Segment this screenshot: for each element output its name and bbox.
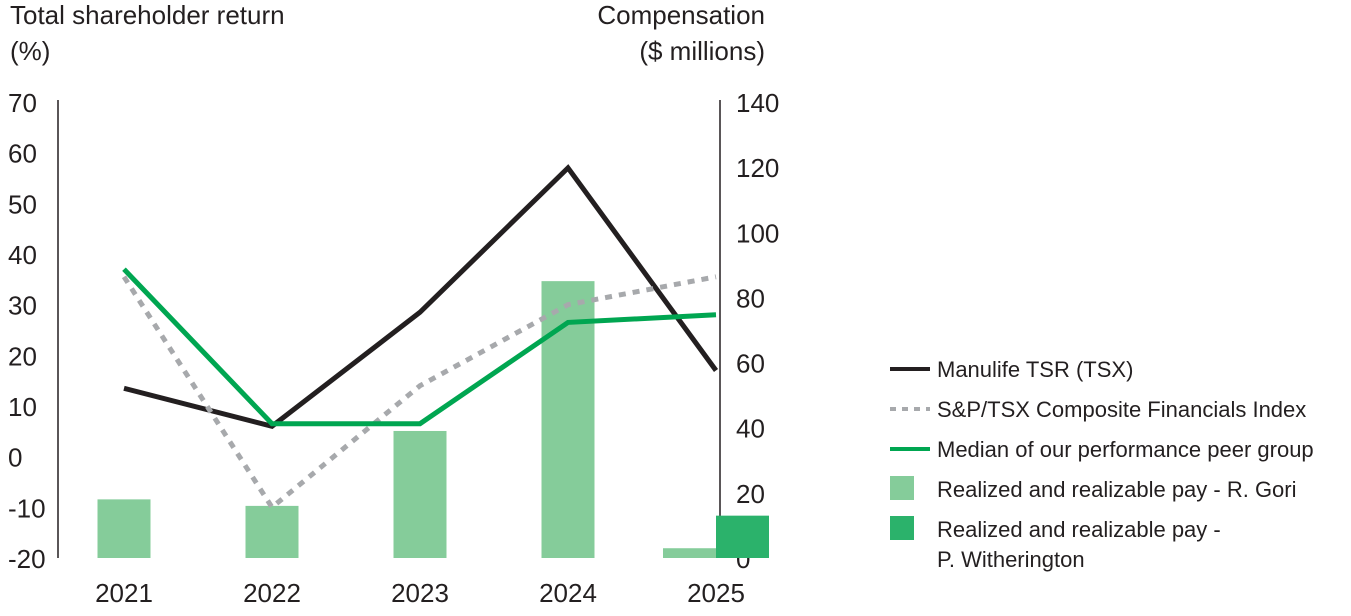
left-tick-label: 10 <box>8 392 37 422</box>
left-tick-label: 70 <box>8 88 37 118</box>
line-manulife-tsr <box>123 164 719 429</box>
bar-gori-2022 <box>245 505 299 558</box>
x-axis-ticks: 2021 2022 2023 2024 2025 <box>95 578 745 608</box>
x-tick-label: 2023 <box>391 578 449 608</box>
legend-swatch-witherington <box>890 516 914 540</box>
left-axis-title-line1: Total shareholder return <box>10 0 285 30</box>
x-tick-label: 2025 <box>687 578 745 608</box>
x-tick-label: 2024 <box>539 578 597 608</box>
left-axis-title-line2: (%) <box>10 36 50 66</box>
legend-label-sp-tsx-financials: S&P/TSX Composite Financials Index <box>937 397 1306 422</box>
line-peer-median <box>122 267 717 427</box>
right-tick-label: 60 <box>736 349 765 379</box>
right-tick-label: 20 <box>736 479 765 509</box>
bar-witherington-2025 <box>716 515 769 558</box>
legend-swatch-gori <box>890 476 914 500</box>
left-tick-label: -10 <box>8 493 46 523</box>
bars-layer <box>97 281 769 558</box>
legend-label-witherington-line1: Realized and realizable pay - <box>937 517 1221 542</box>
right-axis-title-line1: Compensation <box>597 0 765 30</box>
left-tick-label: 20 <box>8 341 37 371</box>
left-tick-label: 50 <box>8 189 37 219</box>
right-tick-label: 140 <box>736 88 779 118</box>
legend-label-gori: Realized and realizable pay - R. Gori <box>937 477 1297 502</box>
right-tick-label: 100 <box>736 218 779 248</box>
legend-label-peer-median: Median of our performance peer group <box>937 437 1314 462</box>
right-tick-label: 120 <box>736 153 779 183</box>
left-tick-label: -20 <box>8 544 46 574</box>
x-tick-label: 2021 <box>95 578 153 608</box>
left-tick-label: 30 <box>8 291 37 321</box>
bar-gori-2024 <box>541 281 595 558</box>
x-tick-label: 2022 <box>243 578 301 608</box>
left-tick-label: 40 <box>8 240 37 270</box>
right-tick-label: 80 <box>736 283 765 313</box>
right-axis-title-line2: ($ millions) <box>639 36 765 66</box>
left-axis-ticks: 70 60 50 40 30 20 10 0 -10 -20 <box>8 88 46 574</box>
bar-gori-2025 <box>663 548 716 558</box>
legend-label-manulife-tsr: Manulife TSR (TSX) <box>937 357 1133 382</box>
right-tick-label: 40 <box>736 414 765 444</box>
left-tick-label: 60 <box>8 139 37 169</box>
line-sp-tsx-financials <box>121 274 717 512</box>
left-tick-label: 0 <box>8 443 22 473</box>
legend-label-witherington-line2: P. Witherington <box>937 547 1085 572</box>
bar-gori-2021 <box>97 499 151 558</box>
legend: Manulife TSR (TSX) S&P/TSX Composite Fin… <box>890 357 1314 572</box>
lines-layer <box>121 164 719 512</box>
bar-gori-2023 <box>393 430 447 558</box>
